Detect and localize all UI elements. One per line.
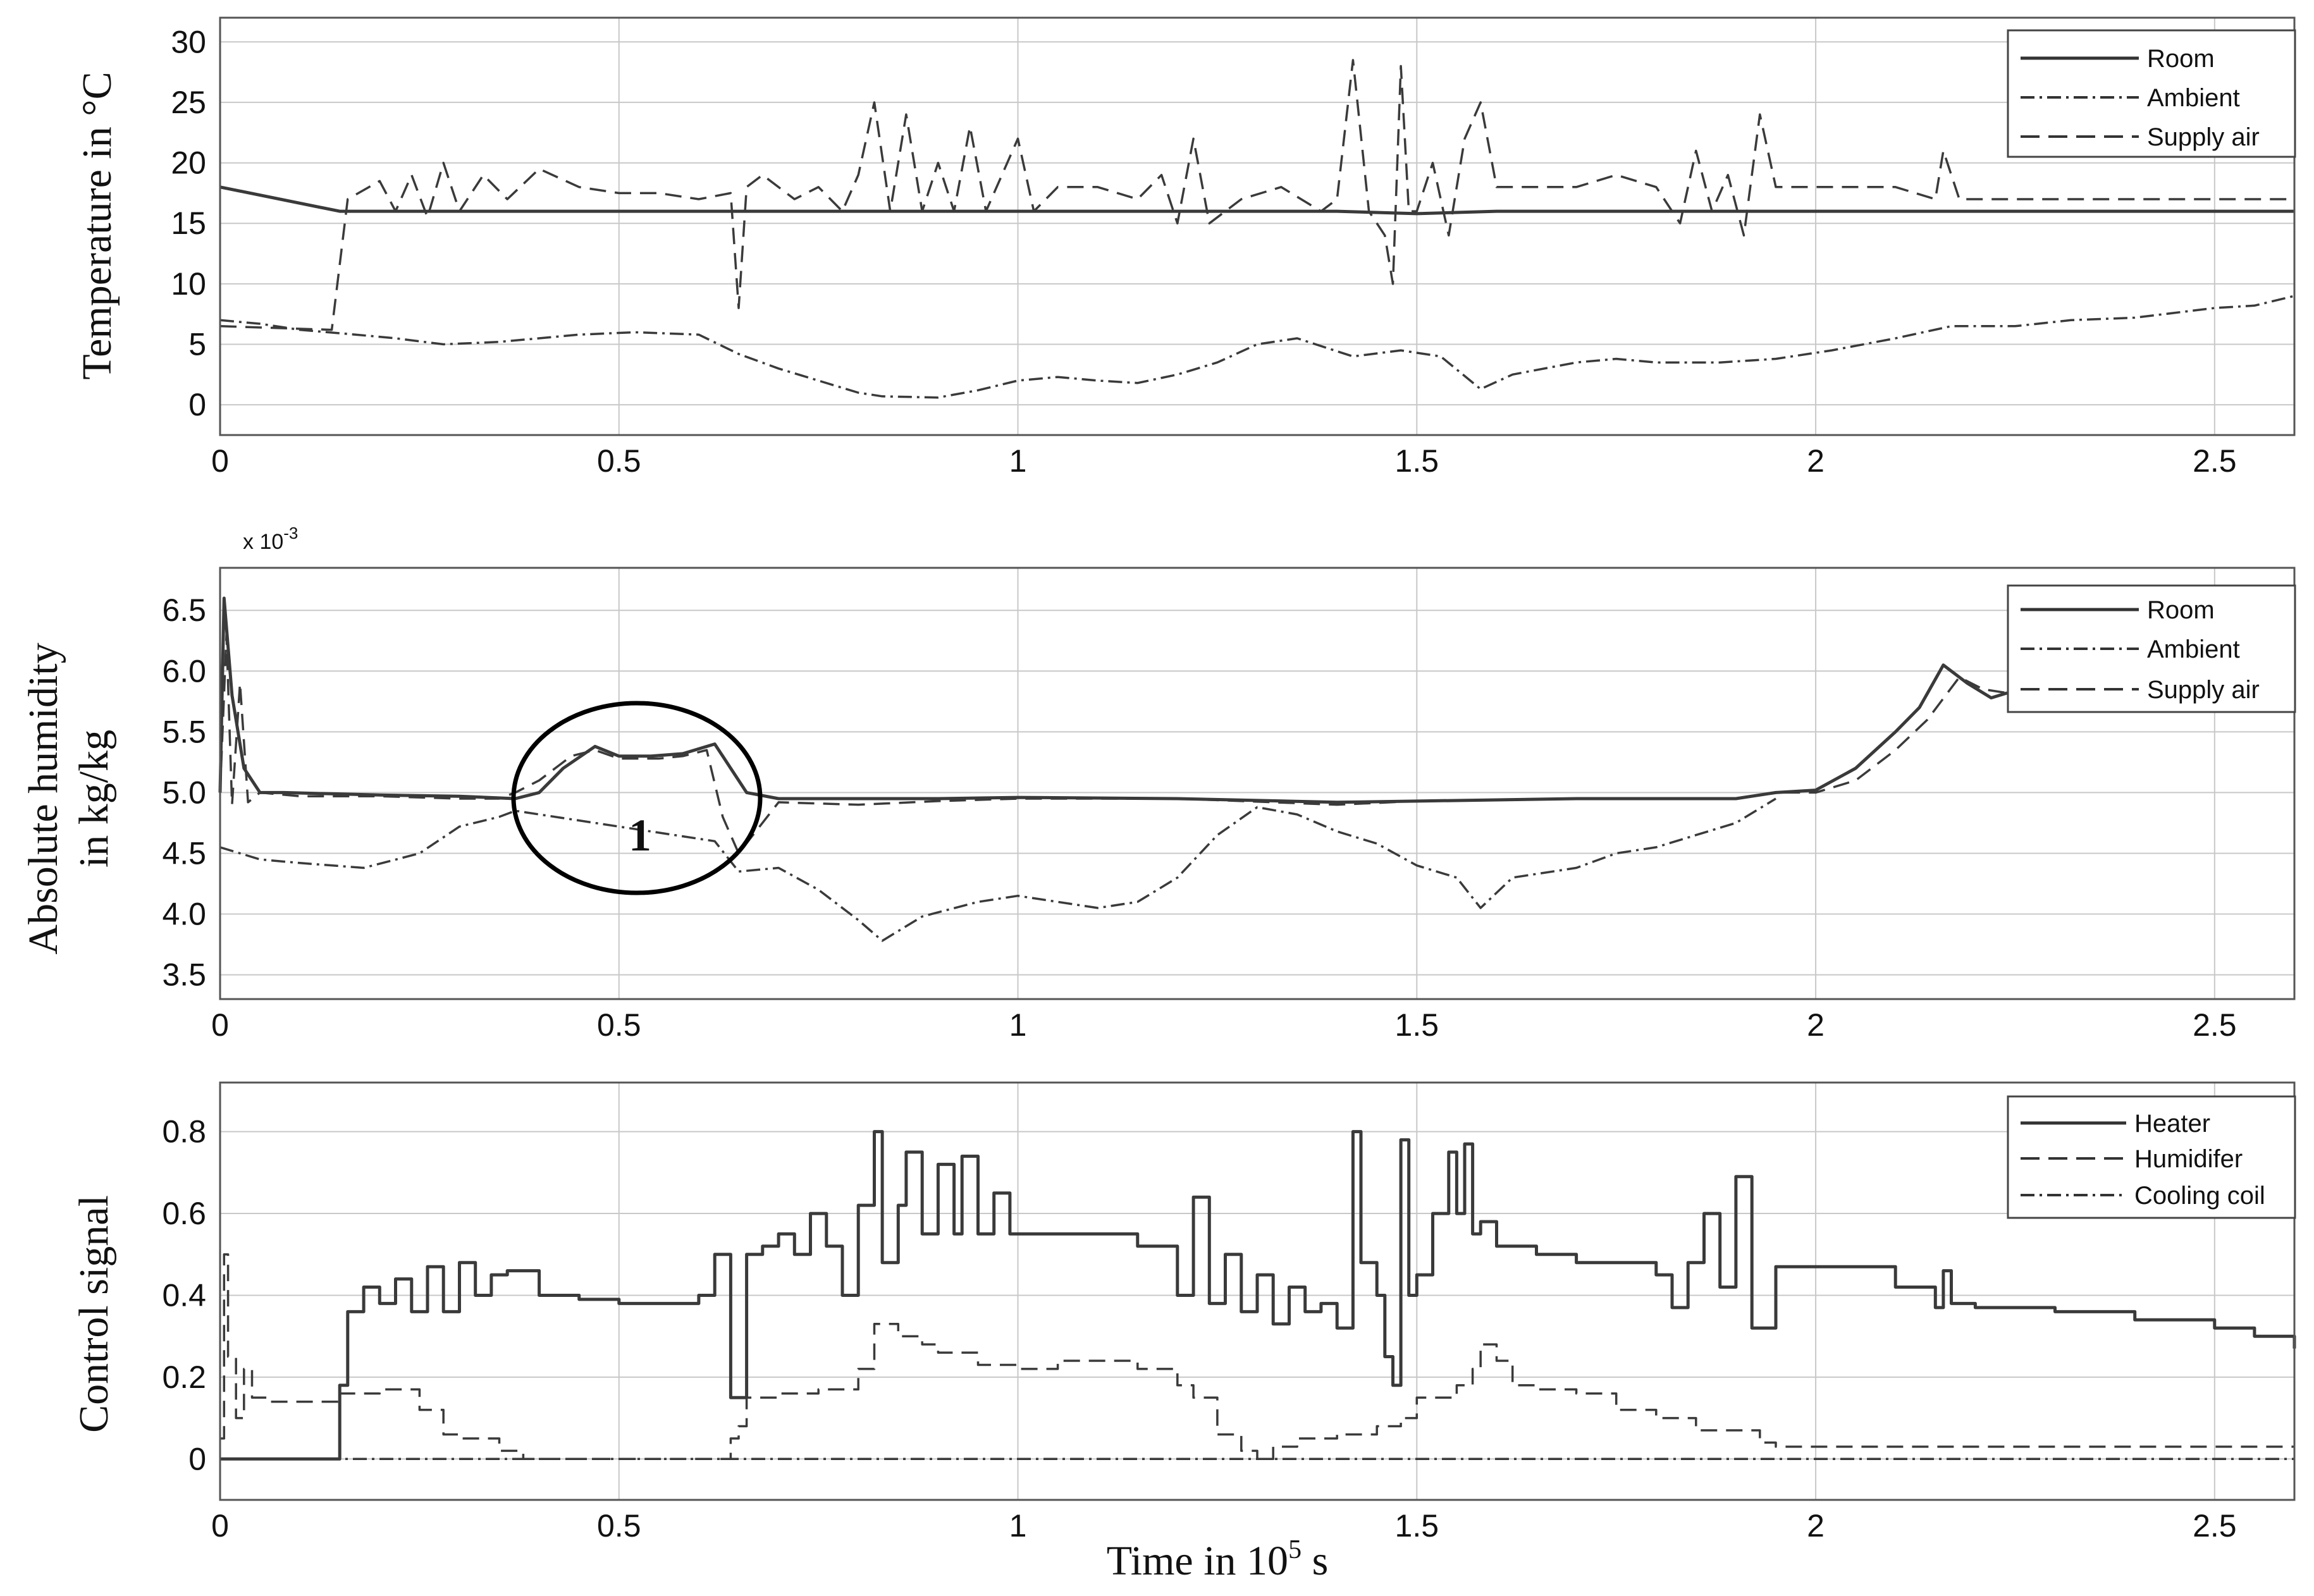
y-tick-label: 6.0: [162, 653, 206, 689]
y-tick-label: 5.5: [162, 714, 206, 749]
y-tick-label: 5: [188, 327, 206, 362]
temperature-panel: 0 0.5 1 1.5 2 2.5 0 5 10 15 20 25 30 Temperature in…: [74, 16, 2296, 479]
series-line-supply-air: [219, 633, 2008, 855]
series-line-ambient: [219, 797, 1776, 942]
legend-label-heater: Heater: [2134, 1110, 2210, 1138]
control-y-ticks: 0 0.2 0.4 0.6 0.8: [162, 1114, 206, 1477]
humidity-plot-frame: [219, 567, 2296, 1000]
x-tick-label: 0.5: [597, 1007, 641, 1043]
control-y-axis-label: Control signal: [71, 1195, 117, 1433]
series-line-humidifer: [220, 1253, 2294, 1461]
y-tick-label: 0.6: [162, 1196, 206, 1231]
legend-label-ambient: Ambient: [2147, 84, 2240, 112]
humidity-grid: [219, 568, 2294, 999]
humidity-panel: 0 0.5 1 1.5 2 2.5 3.5 4.0 4.5 5.0 5.5 6.0 6.5 x 10-…: [20, 524, 2296, 1043]
series-line-supply-air: [219, 59, 2294, 331]
temperature-series: [219, 59, 2295, 399]
humidity-series: [218, 596, 2008, 942]
control-legend: Heater Humidifer Cooling coil: [2007, 1095, 2296, 1219]
legend-label-room: Room: [2147, 45, 2215, 73]
x-tick-label: 1.5: [1395, 1007, 1439, 1043]
humidity-y-axis-label-line-1: Absolute humidity: [20, 642, 66, 954]
x-tick-label: 1: [1009, 1007, 1027, 1043]
legend-label-ambient: Ambient: [2147, 635, 2240, 663]
x-tick-label: 2.5: [2193, 1508, 2237, 1544]
humidity-y-ticks: 3.5 4.0 4.5 5.0 5.5 6.0 6.5: [162, 592, 206, 992]
x-tick-label: 0: [211, 1508, 229, 1544]
y-tick-label: 10: [171, 266, 206, 302]
temperature-x-ticks: 0 0.5 1 1.5 2 2.5: [211, 443, 2237, 479]
y-tick-label: 4.0: [162, 897, 206, 932]
annotation-ellipse: [511, 701, 763, 895]
humidity-multiplier-label: x 10-3: [243, 524, 298, 554]
x-tick-label: 0.5: [597, 1508, 641, 1544]
x-tick-label: 2: [1807, 1007, 1825, 1043]
x-tick-label: 2.5: [2193, 1007, 2237, 1043]
series-line-room: [219, 185, 2294, 216]
control-plot-frame: [219, 1081, 2296, 1501]
y-tick-label: 0.4: [162, 1277, 206, 1313]
y-tick-label: 15: [171, 206, 206, 241]
x-tick-label: 2.5: [2193, 443, 2237, 479]
time-x-axis-label: Time in 105 s: [1107, 1535, 1329, 1584]
x-tick-label: 0: [211, 1007, 229, 1043]
series-line-heater: [220, 1130, 2296, 1461]
x-tick-label: 1: [1009, 443, 1027, 479]
temperature-y-ticks: 0 5 10 15 20 25 30: [171, 24, 206, 422]
y-tick-label: 5.0: [162, 775, 206, 810]
x-tick-label: 2: [1807, 1508, 1825, 1544]
y-tick-label: 0.8: [162, 1114, 206, 1150]
x-tick-label: 1.5: [1395, 443, 1439, 479]
series-line-ambient: [219, 295, 2295, 399]
control-panel: 0 0.5 1 1.5 2 2.5 0 0.2 0.4 0.6 0.8 Control signa…: [71, 1081, 2296, 1584]
x-tick-label: 2: [1807, 443, 1825, 479]
y-tick-label: 30: [171, 24, 206, 59]
temperature-plot-frame: [219, 16, 2296, 436]
annotation-label: 1: [629, 810, 651, 861]
x-tick-label: 0.5: [597, 443, 641, 479]
temperature-grid: [219, 18, 2294, 435]
y-tick-label: 0: [188, 387, 206, 422]
legend-label-room: Room: [2147, 596, 2215, 624]
legend-label-supply-air: Supply air: [2147, 123, 2260, 151]
legend-label-humidifer: Humidifer: [2134, 1145, 2243, 1173]
control-x-ticks: 0 0.5 1 1.5 2 2.5: [211, 1508, 2237, 1544]
x-tick-label: 1.5: [1395, 1508, 1439, 1544]
y-tick-label: 25: [171, 85, 206, 120]
temperature-legend: Room Ambient Supply air: [2007, 29, 2296, 158]
x-tick-label: 1: [1009, 1508, 1027, 1544]
y-tick-label: 0.2: [162, 1360, 206, 1395]
x-tick-label: 0: [211, 443, 229, 479]
legend-label-supply-air: Supply air: [2147, 676, 2260, 704]
humidity-y-axis-label-line-2: in kg/kg: [71, 730, 117, 868]
y-tick-label: 4.5: [162, 835, 206, 871]
humidity-x-ticks: 0 0.5 1 1.5 2 2.5: [211, 1007, 2237, 1043]
y-tick-label: 6.5: [162, 592, 206, 628]
humidity-legend: Room Ambient Supply air: [2007, 584, 2296, 713]
y-tick-label: 20: [171, 145, 206, 181]
control-series: [220, 1130, 2296, 1461]
y-tick-label: 3.5: [162, 957, 206, 993]
y-tick-label: 0: [188, 1441, 206, 1476]
series-line-room: [218, 596, 2008, 804]
legend-label-cooling-coil: Cooling coil: [2134, 1182, 2265, 1210]
temperature-y-axis-label: Temperature in °C: [74, 71, 120, 379]
